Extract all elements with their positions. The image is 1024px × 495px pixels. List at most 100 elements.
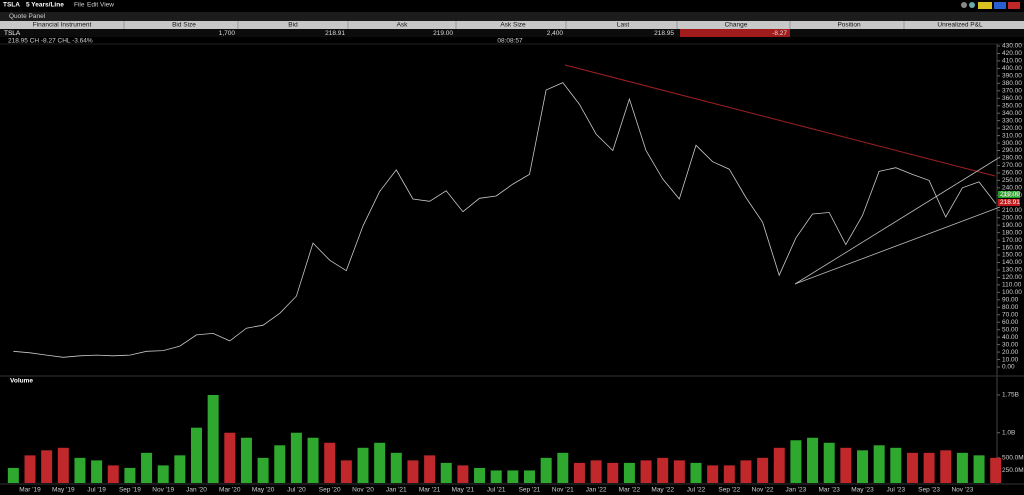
volume-bar: [91, 460, 103, 483]
volume-bar: [124, 467, 136, 483]
volume-bar: [707, 465, 719, 483]
y-tick-label: 40.00: [1002, 334, 1019, 341]
period-selector[interactable]: 5 Years/Line: [26, 2, 64, 9]
y-tick-label: 410.00: [1002, 58, 1022, 65]
y-tick-label: 100.00: [1002, 289, 1022, 296]
y-tick-label: 70.00: [1002, 311, 1019, 318]
y-tick-label: 290.00: [1002, 147, 1022, 154]
x-tick-label: Sep '21: [519, 487, 541, 494]
y-tick-label: 320.00: [1002, 125, 1022, 132]
y-tick-label: 190.00: [1002, 222, 1022, 229]
help-icon[interactable]: [969, 2, 975, 8]
cell: 219.00: [433, 30, 453, 37]
volume-bar: [207, 395, 219, 483]
volume-bar: [973, 455, 985, 483]
column-header: Position: [837, 22, 861, 29]
volume-bar: [623, 462, 635, 483]
volume-bar: [557, 452, 569, 483]
volume-bar: [24, 455, 36, 483]
column-header: Financial Instrument: [33, 22, 92, 29]
bid-badge-label: 218.91: [1000, 199, 1020, 206]
volume-tick-label: 250.0M: [1002, 467, 1024, 474]
y-tick-label: 330.00: [1002, 117, 1022, 124]
x-tick-label: Sep '20: [319, 487, 341, 494]
cell: 218.91: [325, 30, 345, 37]
support-trendline-upper[interactable]: [794, 156, 1001, 285]
symbol[interactable]: TSLA: [3, 2, 20, 9]
volume-bar: [807, 437, 819, 483]
x-tick-label: Nov '22: [752, 487, 774, 494]
x-tick-label: Nov '19: [152, 487, 174, 494]
ask-badge-label: 219.00: [1000, 191, 1020, 198]
column-header: Unrealized P&L: [937, 22, 983, 29]
volume-bar: [191, 427, 202, 483]
x-tick-label: May '20: [252, 487, 275, 494]
volume-bar: [723, 465, 735, 483]
volume-bar: [773, 447, 785, 483]
column-header: Last: [617, 22, 629, 29]
volume-bar: [324, 442, 336, 483]
volume-bar: [390, 452, 402, 483]
button-blue[interactable]: [994, 2, 1006, 9]
y-tick-label: 370.00: [1002, 88, 1022, 95]
menu-item[interactable]: File: [74, 2, 85, 9]
resistance-trendline[interactable]: [564, 64, 996, 177]
y-tick-label: 340.00: [1002, 110, 1022, 117]
volume-tick-label: 500.0M: [1002, 455, 1024, 462]
button-red[interactable]: [1008, 2, 1020, 9]
x-tick-label: Mar '22: [619, 487, 641, 494]
y-tick-label: 120.00: [1002, 274, 1022, 281]
menu-item[interactable]: View: [100, 2, 114, 9]
volume-bar: [790, 440, 802, 483]
y-tick-label: 10.00: [1002, 356, 1019, 363]
x-tick-label: May '23: [851, 487, 874, 494]
price-line: [13, 82, 997, 358]
volume-bar: [990, 457, 1002, 483]
y-tick-label: 50.00: [1002, 326, 1019, 333]
chart-time: 08:08:57: [497, 38, 523, 45]
x-tick-label: Jan '22: [586, 487, 607, 494]
volume-bar: [357, 447, 369, 483]
volume-bar: [873, 445, 885, 483]
x-tick-label: Nov '23: [951, 487, 973, 494]
volume-bar: [740, 460, 752, 483]
volume-bar: [407, 460, 419, 483]
menu-item[interactable]: Edit: [87, 2, 98, 9]
x-tick-label: Mar '19: [19, 487, 41, 494]
volume-bar: [956, 452, 968, 483]
y-tick-label: 130.00: [1002, 267, 1022, 274]
volume-bar: [74, 457, 86, 483]
x-tick-label: Sep '19: [119, 487, 141, 494]
cell[interactable]: TSLA: [4, 30, 21, 37]
volume-bar: [757, 457, 769, 483]
volume-bar: [823, 442, 835, 483]
support-trendline-lower[interactable]: [794, 206, 1001, 285]
button-yellow[interactable]: [978, 2, 992, 9]
volume-bar: [274, 445, 286, 483]
volume-bar: [906, 452, 918, 483]
volume-bar: [440, 462, 452, 483]
volume-bar: [340, 460, 352, 483]
settings-icon[interactable]: [961, 2, 967, 8]
volume-bar: [840, 447, 852, 483]
x-tick-label: Mar '21: [419, 487, 441, 494]
x-tick-label: Jul '21: [487, 487, 506, 494]
volume-bar: [607, 462, 619, 483]
bid-badge: [998, 199, 1020, 206]
quote-row-bg: [0, 29, 1024, 37]
cell: 1,700: [219, 30, 236, 37]
ask-badge: [998, 191, 1020, 198]
volume-bar: [457, 465, 469, 483]
volume-bar: [240, 437, 252, 483]
volume-bar: [290, 432, 302, 483]
y-tick-label: 390.00: [1002, 73, 1022, 80]
volume-bar: [890, 447, 902, 483]
y-tick-label: 380.00: [1002, 80, 1022, 87]
volume-bar: [923, 452, 935, 483]
volume-tick-label: 1.0B: [1002, 429, 1015, 436]
panel-title: Quote Panel: [9, 13, 46, 20]
volume-bar: [507, 470, 519, 483]
y-tick-label: 210.00: [1002, 207, 1022, 214]
